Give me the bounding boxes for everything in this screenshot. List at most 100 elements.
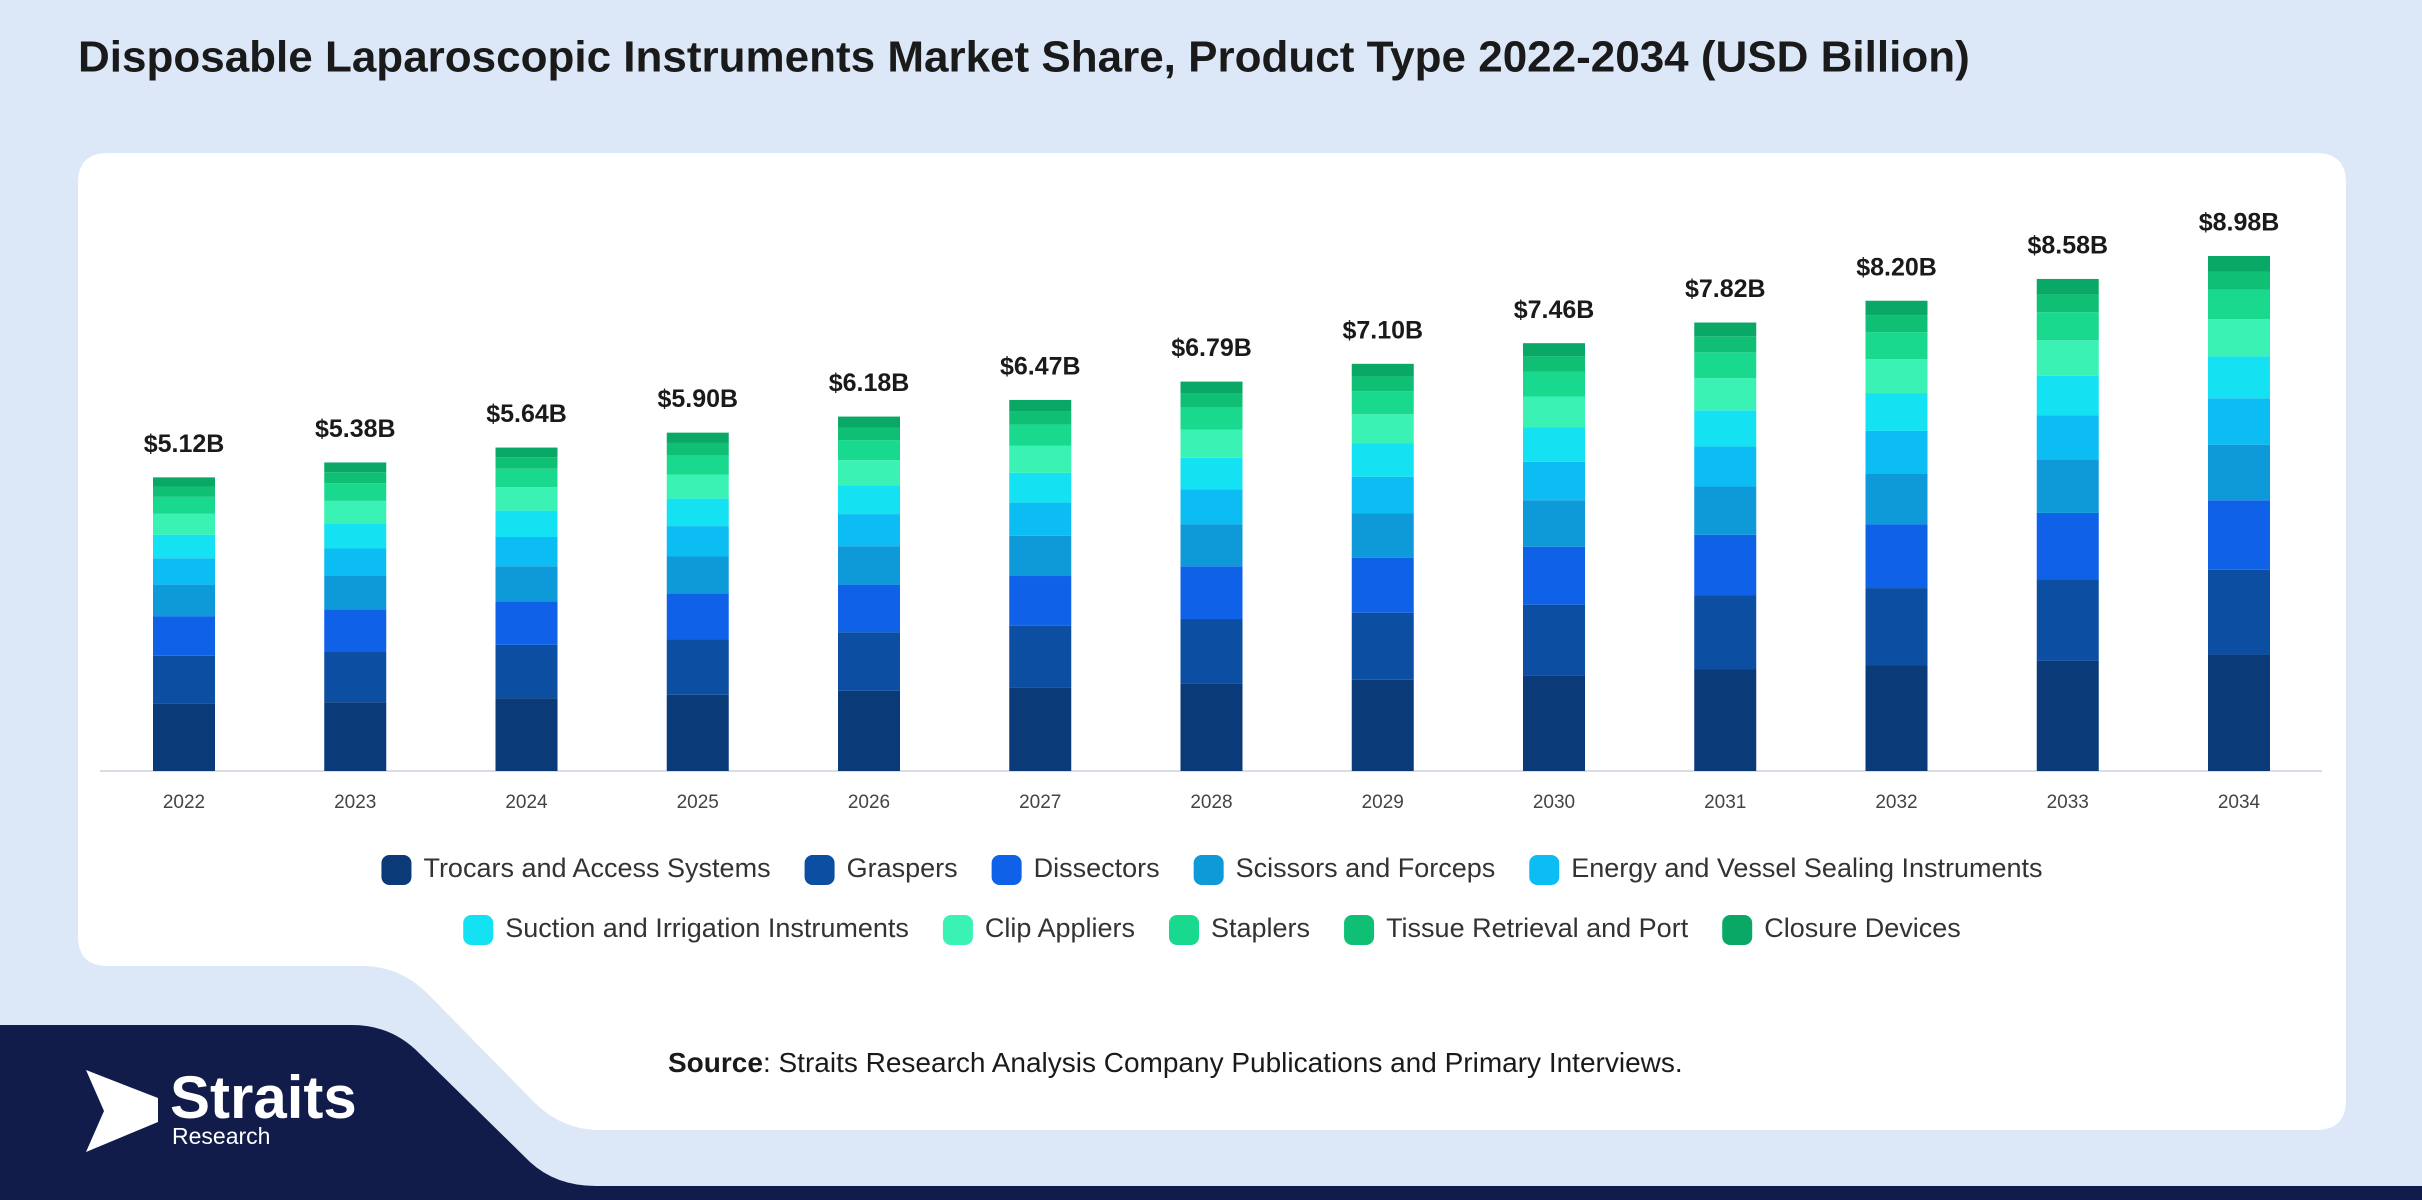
bar-segment bbox=[1694, 410, 1757, 447]
x-tick-label: 2028 bbox=[1190, 792, 1232, 813]
bar-segment bbox=[1694, 378, 1757, 411]
logo-sub: Research bbox=[172, 1123, 270, 1149]
bar-segment bbox=[324, 576, 387, 610]
source-text: : Straits Research Analysis Company Publ… bbox=[763, 1047, 1683, 1078]
bar-segment bbox=[666, 498, 729, 527]
bar-segment bbox=[1865, 588, 1928, 666]
bar-segment bbox=[1009, 411, 1072, 425]
legend-label: Tissue Retrieval and Port bbox=[1386, 913, 1689, 943]
bar-segment bbox=[1009, 576, 1072, 626]
source: Source: Straits Research Analysis Compan… bbox=[668, 1047, 1683, 1078]
bar-segment bbox=[1351, 376, 1414, 392]
legend-label: Suction and Irrigation Instruments bbox=[505, 913, 909, 943]
bar-segment bbox=[838, 514, 900, 547]
bar-segment bbox=[1351, 443, 1414, 477]
total-label: $8.58B bbox=[2027, 232, 2108, 260]
bar-segment bbox=[153, 655, 215, 704]
bar-segment bbox=[838, 460, 900, 486]
bar-segment bbox=[1180, 683, 1243, 771]
bar-segment bbox=[2036, 579, 2099, 661]
legend-swatch bbox=[1344, 915, 1375, 945]
bar-segment bbox=[1523, 356, 1585, 372]
bar-segment bbox=[2208, 356, 2270, 399]
bar-segment bbox=[495, 566, 558, 602]
bar-segment bbox=[1009, 445, 1072, 473]
bar-segment bbox=[2036, 278, 2099, 295]
bar-segment bbox=[1865, 524, 1928, 589]
bar-segment bbox=[666, 556, 729, 594]
bar-segment bbox=[324, 548, 387, 577]
bar-segment bbox=[838, 427, 900, 441]
bar-segment bbox=[666, 593, 729, 640]
bar-segment bbox=[1180, 489, 1243, 525]
bar-segment bbox=[495, 698, 558, 771]
bar-segment bbox=[1865, 665, 1928, 771]
bar-segment bbox=[2036, 294, 2099, 313]
bar-segment bbox=[1523, 396, 1585, 428]
bar-segment bbox=[1180, 429, 1243, 458]
legend-swatch bbox=[381, 855, 412, 885]
bar-segment bbox=[495, 510, 558, 538]
bar-segment bbox=[838, 485, 900, 515]
bar-segment bbox=[2036, 660, 2099, 771]
bar-segment bbox=[1180, 381, 1243, 394]
bar-segment bbox=[2036, 415, 2099, 460]
bar-segment bbox=[2208, 398, 2270, 445]
bar-segment bbox=[1523, 343, 1585, 357]
bar-segment bbox=[666, 526, 729, 557]
legend-label: Scissors and Forceps bbox=[1236, 853, 1496, 883]
bar-segment bbox=[1523, 604, 1585, 676]
bar-segment bbox=[324, 702, 387, 771]
legend-label: Clip Appliers bbox=[985, 913, 1135, 943]
logo-name: Straits bbox=[170, 1064, 357, 1131]
bar-segment bbox=[666, 474, 729, 499]
bar-segment bbox=[495, 447, 558, 458]
bar-segment bbox=[1009, 687, 1072, 771]
bar-segment bbox=[1351, 612, 1414, 680]
bar-segment bbox=[2036, 340, 2099, 376]
legend-swatch bbox=[942, 915, 973, 945]
bar-segment bbox=[324, 483, 387, 501]
x-tick-label: 2027 bbox=[1019, 792, 1061, 813]
bar-segment bbox=[1694, 669, 1757, 771]
bar-segment bbox=[1694, 352, 1757, 379]
bar-segment bbox=[153, 496, 215, 514]
x-tick-label: 2023 bbox=[334, 792, 376, 813]
bar-segment bbox=[1351, 391, 1414, 415]
bar-segment bbox=[1523, 461, 1585, 501]
bar-segment bbox=[1865, 393, 1928, 431]
bar-segment bbox=[324, 523, 387, 549]
bar-segment bbox=[1009, 472, 1072, 503]
bar-segment bbox=[1694, 534, 1757, 596]
x-tick-label: 2033 bbox=[2047, 792, 2089, 813]
legend-swatch bbox=[1169, 915, 1200, 945]
total-label: $5.64B bbox=[486, 400, 567, 428]
bar-segment bbox=[324, 500, 387, 524]
bar-segment bbox=[2208, 444, 2270, 501]
bar-segment bbox=[2208, 289, 2270, 320]
bar-segment bbox=[1180, 457, 1243, 490]
x-tick-label: 2032 bbox=[1875, 792, 1917, 813]
bar-segment bbox=[1180, 619, 1243, 684]
total-label: $7.46B bbox=[1514, 296, 1595, 324]
x-tick-label: 2026 bbox=[848, 792, 890, 813]
source-label: Source bbox=[668, 1047, 763, 1078]
x-tick-label: 2025 bbox=[677, 792, 719, 813]
bar-segment bbox=[1009, 424, 1072, 446]
total-label: $6.47B bbox=[1000, 353, 1081, 381]
bar-segment bbox=[666, 455, 729, 475]
bar-segment bbox=[1523, 427, 1585, 462]
bar-segment bbox=[838, 690, 900, 771]
bar-segment bbox=[1694, 336, 1757, 353]
bar-segment bbox=[1351, 513, 1414, 558]
total-label: $6.79B bbox=[1171, 334, 1252, 362]
bar-segment bbox=[153, 616, 215, 656]
bar-segment bbox=[1523, 546, 1585, 605]
total-label: $8.20B bbox=[1856, 253, 1937, 281]
legend-label: Dissectors bbox=[1034, 853, 1160, 883]
bar-segment bbox=[495, 601, 558, 645]
legend-label: Closure Devices bbox=[1764, 913, 1961, 943]
bar-segment bbox=[2036, 375, 2099, 416]
total-label: $5.38B bbox=[315, 415, 396, 443]
